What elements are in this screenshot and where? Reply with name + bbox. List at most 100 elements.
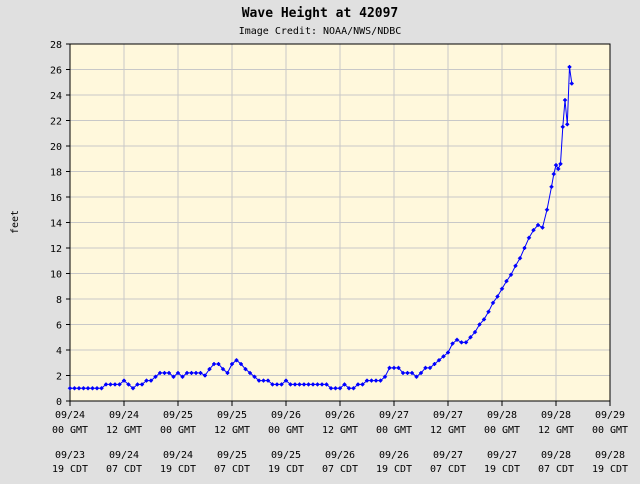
data-point — [126, 382, 131, 387]
data-point — [454, 337, 460, 343]
data-point — [319, 382, 325, 387]
data-point — [468, 334, 473, 340]
y-tick-label: 0 — [56, 397, 62, 408]
x-tick-label-cdt: 07 CDT — [322, 464, 358, 475]
data-point — [495, 294, 500, 299]
data-point — [112, 382, 118, 387]
x-tick-label-cdt: 09/24 — [163, 450, 193, 461]
data-point — [202, 373, 208, 378]
x-tick-label-gmt: 09/26 — [271, 410, 301, 421]
data-point — [225, 370, 230, 376]
x-tick-label-cdt: 07 CDT — [538, 464, 574, 475]
data-point — [207, 366, 212, 372]
data-point — [445, 350, 451, 355]
data-point — [234, 357, 239, 363]
data-point — [148, 378, 154, 383]
data-point — [328, 385, 334, 391]
data-point — [432, 361, 437, 367]
x-tick-label-gmt: 09/25 — [163, 410, 193, 421]
data-point — [564, 121, 570, 127]
data-point — [130, 385, 136, 391]
data-point — [301, 382, 307, 387]
x-tick-label-gmt: 09/28 — [541, 410, 571, 421]
data-point — [220, 366, 226, 372]
x-tick-label-cdt: 07 CDT — [214, 464, 250, 475]
data-point — [243, 366, 248, 372]
data-point — [67, 385, 73, 391]
data-point — [103, 382, 109, 387]
chart-title: Wave Height at 42097 — [242, 6, 399, 21]
x-tick-label-cdt: 19 CDT — [376, 464, 412, 475]
data-point — [211, 361, 217, 367]
data-point — [540, 225, 545, 230]
data-point — [346, 385, 352, 391]
data-point — [387, 365, 392, 371]
y-tick-label: 4 — [56, 346, 62, 357]
data-point — [279, 382, 284, 387]
data-point — [544, 207, 550, 213]
data-point — [193, 370, 199, 376]
y-tick-label: 20 — [50, 142, 62, 153]
x-tick-label-cdt: 09/25 — [271, 450, 301, 461]
x-tick-label-gmt: 00 GMT — [160, 425, 196, 436]
x-tick-label-cdt: 19 CDT — [592, 464, 628, 475]
data-point — [423, 365, 428, 371]
y-tick-label: 6 — [56, 321, 62, 332]
x-tick-label-cdt: 09/24 — [109, 450, 139, 461]
data-point — [382, 374, 388, 380]
data-point — [180, 374, 185, 380]
data-point — [297, 382, 302, 387]
data-point — [144, 378, 149, 383]
data-point — [450, 341, 455, 346]
x-tick-label-cdt: 09/25 — [217, 450, 247, 461]
x-tick-label-cdt: 09/26 — [325, 450, 355, 461]
x-tick-label-gmt: 09/25 — [217, 410, 247, 421]
y-tick-label: 26 — [50, 66, 62, 77]
data-point — [216, 361, 221, 367]
data-point — [355, 382, 361, 387]
data-point — [508, 272, 514, 278]
x-tick-label-gmt: 09/27 — [379, 410, 409, 421]
data-point — [90, 385, 95, 391]
x-tick-label-gmt: 09/26 — [325, 410, 355, 421]
data-point — [85, 385, 91, 391]
data-point — [555, 166, 561, 172]
plot-border — [69, 43, 611, 402]
data-point — [153, 374, 158, 380]
data-point — [551, 171, 557, 177]
data-point — [229, 361, 235, 367]
y-tick-label: 8 — [56, 295, 62, 306]
x-tick-label-gmt: 09/24 — [55, 410, 85, 421]
data-point — [175, 370, 181, 376]
data-point — [364, 378, 370, 383]
x-tick-label-cdt: 19 CDT — [484, 464, 520, 475]
y-tick-label: 12 — [50, 244, 62, 255]
x-tick-label-gmt: 12 GMT — [538, 425, 574, 436]
y-tick-label: 24 — [50, 91, 62, 102]
data-point — [477, 322, 482, 327]
data-point — [373, 378, 379, 383]
data-point — [369, 378, 374, 383]
y-tick-label: 2 — [56, 372, 62, 383]
data-point — [238, 361, 244, 367]
data-point — [315, 382, 320, 387]
data-point — [513, 263, 518, 269]
data-point — [499, 286, 505, 292]
x-tick-label-gmt: 00 GMT — [52, 425, 88, 436]
data-point — [409, 370, 415, 376]
data-point — [481, 317, 487, 322]
x-tick-label-gmt: 12 GMT — [214, 425, 250, 436]
x-tick-label-gmt: 00 GMT — [268, 425, 304, 436]
data-point — [391, 365, 397, 371]
x-tick-label-cdt: 09/28 — [595, 450, 625, 461]
data-point — [531, 227, 536, 233]
data-point — [418, 370, 424, 376]
x-tick-label-cdt: 19 CDT — [52, 464, 88, 475]
data-point — [558, 161, 563, 167]
data-point — [378, 378, 383, 383]
data-point — [472, 329, 478, 335]
x-tick-label-gmt: 12 GMT — [430, 425, 466, 436]
